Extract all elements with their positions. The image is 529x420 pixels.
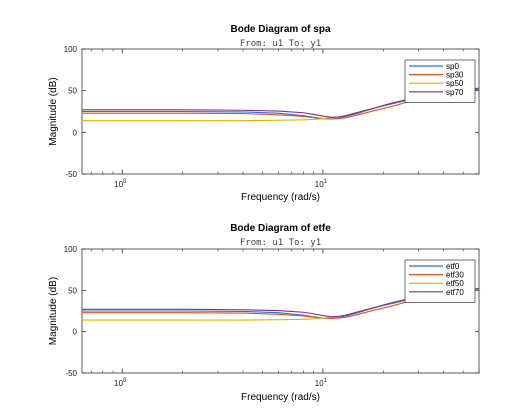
y-tick-label: 100 [64,245,78,254]
y-tick-label: 50 [68,286,77,295]
legend-label: etf70 [446,288,464,297]
x-tick-exponent: 1 [324,179,328,185]
x-tick-label: 100 [114,378,127,388]
legend-label: etf0 [446,262,460,271]
y-tick-label: 100 [64,45,78,54]
legend-box [404,59,476,103]
chart-subtitle: From: u1 To: y1 [240,238,321,248]
x-tick-label: 100 [114,179,127,189]
y-axis-label: Magnitude (dB) [48,77,59,145]
x-tick-label: 101 [315,179,328,189]
legend-label: etf50 [446,279,464,288]
chart-title: Bode Diagram of etfe [230,223,331,234]
x-axis-label: Frequency (rad/s) [241,192,320,203]
legend-label: sp0 [446,62,459,71]
x-tick-base: 10 [114,180,123,189]
x-tick-exponent: 0 [123,378,127,384]
y-tick-label: 50 [68,87,77,96]
x-tick-exponent: 1 [324,378,328,384]
y-tick-label: -50 [65,170,77,179]
legend-label: sp30 [446,71,464,80]
chart-title: Bode Diagram of spa [230,24,330,35]
x-tick-base: 10 [315,379,324,388]
chart-subtitle: From: u1 To: y1 [240,39,321,49]
legend-label: sp50 [446,79,464,88]
x-tick-base: 10 [315,180,324,189]
y-tick-label: 0 [73,328,78,337]
legend-label: etf30 [446,271,464,280]
legend-box [404,259,476,303]
y-axis-label: Magnitude (dB) [48,277,59,345]
y-tick-label: -50 [65,369,77,378]
y-tick-label: 0 [73,128,78,137]
x-axis-label: Frequency (rad/s) [241,392,320,403]
x-tick-base: 10 [114,379,123,388]
x-tick-label: 101 [315,378,328,388]
legend-label: sp70 [446,88,464,97]
x-tick-exponent: 0 [123,179,127,185]
